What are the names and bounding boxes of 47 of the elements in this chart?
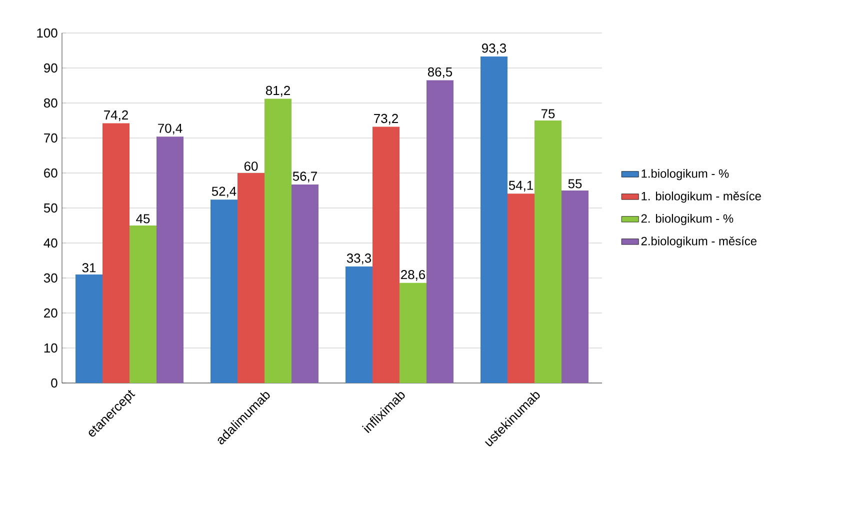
bar — [210, 200, 238, 383]
y-tick-label: 20 — [44, 308, 58, 318]
y-tick-label: 0 — [51, 378, 58, 388]
y-tick-label: 80 — [44, 98, 58, 108]
legend-label: 2. biologikum - % — [641, 214, 734, 226]
data-label: 60 — [244, 162, 258, 171]
y-tick-label: 100 — [37, 28, 58, 38]
data-label: 31 — [82, 263, 96, 272]
bar — [238, 172, 264, 383]
data-label: 45 — [136, 214, 150, 224]
y-tick-label: 60 — [44, 168, 58, 178]
data-label: 74,2 — [104, 110, 128, 122]
y-tick-label: 10 — [44, 343, 58, 353]
bar — [156, 136, 184, 383]
data-label: 93,3 — [482, 44, 506, 54]
y-tick-label: 90 — [44, 63, 58, 73]
data-label: 86,5 — [428, 67, 452, 78]
y-tick-label: 50 — [44, 203, 58, 213]
bar — [292, 184, 319, 383]
bar — [426, 80, 454, 383]
data-label: 28,6 — [401, 270, 426, 281]
data-label: 56,7 — [292, 172, 317, 182]
bar — [400, 282, 427, 383]
legend-label: 2.biologikum - měsíce — [641, 236, 757, 248]
data-label: 55 — [568, 179, 582, 188]
bar — [372, 126, 400, 383]
data-label: 81,2 — [266, 86, 290, 97]
bar — [534, 120, 562, 383]
bar — [346, 266, 373, 383]
data-label: 52,4 — [212, 186, 236, 198]
bar — [562, 190, 589, 383]
data-label: 73,2 — [374, 114, 398, 125]
data-label: 75 — [541, 109, 555, 118]
y-tick-label: 70 — [44, 133, 58, 143]
legend-label: 1. biologikum - měsíce — [642, 191, 761, 203]
y-tick-label: 40 — [44, 238, 58, 248]
bar — [264, 98, 292, 383]
legend-label: 1.biologikum - % — [642, 169, 729, 180]
bar — [508, 194, 535, 383]
bar — [130, 225, 156, 383]
data-label: 70,4 — [158, 124, 182, 134]
bar — [102, 123, 130, 383]
bar — [76, 274, 102, 383]
y-tick-label: 30 — [44, 273, 58, 283]
data-label: 33,3 — [346, 254, 372, 264]
bar — [480, 56, 508, 383]
data-label: 54,1 — [508, 180, 533, 192]
